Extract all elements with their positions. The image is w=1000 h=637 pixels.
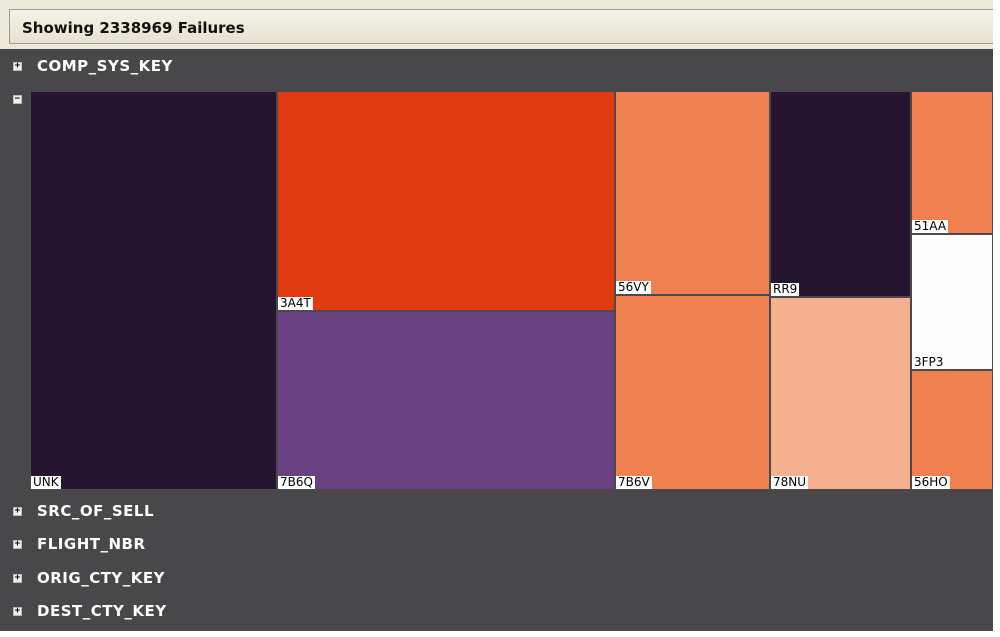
treemap: UNK 3A4T 7B6Q 56VY 7B6V RR9 78NU 51AA 3F… [30, 91, 993, 490]
expand-icon[interactable]: + [13, 61, 22, 71]
group-label-comp-sys-key: COMP_SYS_KEY [37, 57, 173, 75]
treemap-cell-78nu[interactable]: 78NU [770, 297, 911, 490]
group-label-src-of-sell: SRC_OF_SELL [37, 502, 155, 520]
cell-label: 7B6V [616, 475, 652, 489]
treemap-cell-unk[interactable]: UNK [30, 91, 277, 490]
group-dest-cty-key[interactable]: + DEST_CTY_KEY [0, 597, 993, 627]
failure-count-text: Showing 2338969 Failures [22, 19, 245, 37]
treemap-cell-56vy[interactable]: 56VY [615, 91, 770, 295]
expand-icon[interactable]: + [13, 573, 22, 583]
treemap-cell-56ho[interactable]: 56HO [911, 370, 993, 490]
cell-label: 78NU [771, 475, 809, 489]
header-bar: Showing 2338969 Failures [0, 0, 993, 49]
cell-label: 7B6Q [278, 475, 315, 489]
group-label-orig-cty-key: ORIG_CTY_KEY [37, 569, 166, 587]
group-flight-nbr[interactable]: + FLIGHT_NBR [0, 530, 993, 560]
treemap-cell-51aa[interactable]: 51AA [911, 91, 993, 234]
expand-icon[interactable]: + [13, 539, 22, 549]
expand-icon[interactable]: + [13, 606, 22, 616]
collapse-icon[interactable]: − [13, 94, 22, 104]
cell-label: 3A4T [278, 296, 313, 310]
group-orig-cty-key[interactable]: + ORIG_CTY_KEY [0, 564, 993, 594]
cell-label: 56HO [912, 475, 950, 489]
status-box: Showing 2338969 Failures [9, 9, 993, 44]
group-comp-sys-key[interactable]: + COMP_SYS_KEY [0, 52, 993, 82]
expand-icon[interactable]: + [13, 506, 22, 516]
cell-label: 56VY [616, 280, 651, 294]
treemap-cell-7b6q[interactable]: 7B6Q [277, 311, 615, 490]
treemap-cell-rr9[interactable]: RR9 [770, 91, 911, 297]
group-label-dest-cty-key: DEST_CTY_KEY [37, 602, 167, 620]
cell-label: UNK [31, 475, 61, 489]
cell-label: RR9 [771, 282, 800, 296]
cell-label: 3FP3 [912, 355, 946, 369]
treemap-cell-7b6v[interactable]: 7B6V [615, 295, 770, 490]
cell-label: 51AA [912, 219, 949, 233]
group-label-flight-nbr: FLIGHT_NBR [37, 535, 146, 553]
treemap-cell-3a4t[interactable]: 3A4T [277, 91, 615, 311]
treemap-cell-3fp3[interactable]: 3FP3 [911, 234, 993, 370]
group-src-of-sell[interactable]: + SRC_OF_SELL [0, 497, 993, 527]
